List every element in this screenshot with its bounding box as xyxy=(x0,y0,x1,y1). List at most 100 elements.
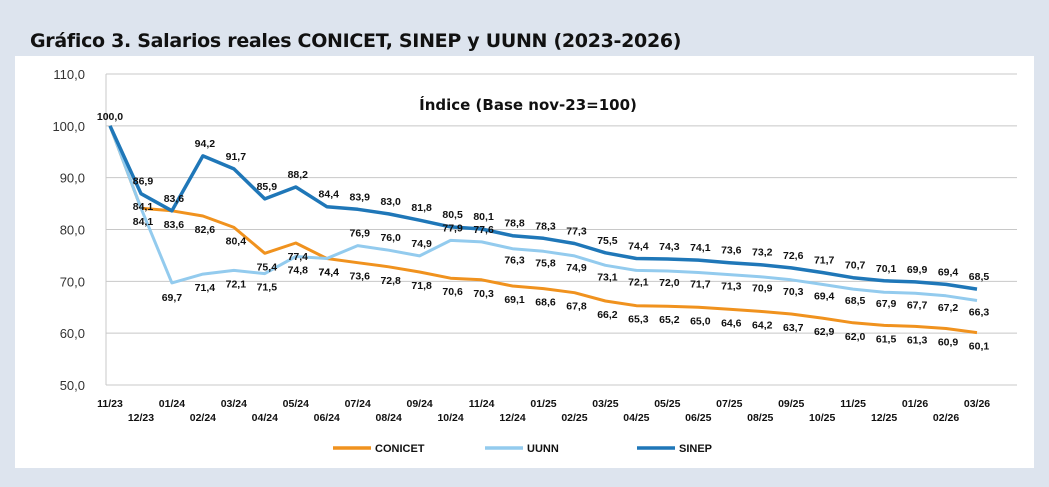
grid-lines xyxy=(105,73,1017,386)
x-tick-label: 02/26 xyxy=(933,412,959,424)
data-label-uunn: 76,0 xyxy=(380,232,401,244)
legend-label-conicet: CONICET xyxy=(375,443,425,455)
data-label-sinep: 77,3 xyxy=(566,225,587,237)
data-label-sinep: 78,8 xyxy=(504,218,525,230)
data-label-sinep: 73,6 xyxy=(721,245,742,257)
x-tick-label: 05/25 xyxy=(654,398,680,410)
data-label-sinep: 80,5 xyxy=(442,209,463,221)
data-label-sinep: 100,0 xyxy=(97,111,123,123)
data-label-sinep: 74,4 xyxy=(628,241,649,253)
data-label-conicet: 72,8 xyxy=(380,275,401,287)
data-label-uunn: 66,3 xyxy=(969,307,990,319)
data-label-uunn: 67,2 xyxy=(938,302,959,314)
series-line-conicet xyxy=(108,125,978,335)
data-label-conicet: 60,9 xyxy=(938,337,959,349)
data-label-uunn: 71,7 xyxy=(690,279,711,291)
y-tick-label: 90,0 xyxy=(60,171,85,186)
data-label-sinep: 86,9 xyxy=(133,176,154,188)
series-line-uunn xyxy=(108,125,978,302)
data-label-uunn: 70,3 xyxy=(783,286,804,298)
y-tick-label: 80,0 xyxy=(60,223,85,238)
x-tick-label: 04/24 xyxy=(252,412,278,424)
x-tick-label: 09/25 xyxy=(778,398,804,410)
data-label-conicet: 65,2 xyxy=(659,314,680,326)
data-labels: 100,0 86,9 84,1 84,1 83,6 83,6 69,7 94,2 82,6 71,… xyxy=(97,111,990,353)
x-tick-label: 01/25 xyxy=(530,398,556,410)
data-label-uunn: 70,9 xyxy=(752,283,773,295)
data-label-conicet: 83,6 xyxy=(164,219,185,231)
data-label-conicet: 69,1 xyxy=(504,294,525,306)
y-tick-label: 100,0 xyxy=(52,119,85,134)
data-label-sinep: 68,5 xyxy=(969,271,990,283)
data-label-uunn: 69,4 xyxy=(814,290,835,302)
x-tick-label: 08/25 xyxy=(747,412,773,424)
x-tick-label: 04/25 xyxy=(623,412,649,424)
data-label-conicet: 60,1 xyxy=(969,341,990,353)
data-label-conicet: 73,6 xyxy=(349,271,370,283)
data-label-sinep: 74,3 xyxy=(659,241,680,253)
data-label-conicet: 63,7 xyxy=(783,322,804,334)
x-tick-label: 02/24 xyxy=(190,412,216,424)
y-tick-label: 70,0 xyxy=(60,274,85,289)
data-label-conicet: 75,4 xyxy=(257,261,278,273)
data-label-uunn: 84,1 xyxy=(133,201,154,213)
data-label-uunn: 71,4 xyxy=(195,282,216,294)
y-axis-ticks: 50,0 60,0 70,0 80,0 90,0 100,0 110,0 xyxy=(52,67,85,393)
data-label-sinep: 72,6 xyxy=(783,250,804,262)
x-axis-ticks: 11/23 12/23 01/24 02/24 03/24 04/24 05/24 06/24… xyxy=(97,398,990,424)
data-label-sinep: 83,9 xyxy=(349,191,370,203)
x-tick-label: 10/24 xyxy=(437,412,463,424)
legend-label-uunn: UUNN xyxy=(527,443,559,455)
chart-subtitle: Índice (Base nov-23=100) xyxy=(419,95,637,114)
data-label-uunn: 75,8 xyxy=(535,257,556,269)
data-label-conicet: 82,6 xyxy=(195,224,216,236)
x-tick-label: 03/26 xyxy=(964,398,990,410)
data-label-conicet: 71,8 xyxy=(411,280,432,292)
series-line-sinep xyxy=(108,125,978,291)
data-label-sinep: 69,4 xyxy=(938,266,959,278)
x-tick-label: 06/24 xyxy=(314,412,340,424)
data-label-sinep: 83,6 xyxy=(164,193,185,205)
data-label-conicet: 70,6 xyxy=(442,286,463,298)
data-label-uunn: 72,0 xyxy=(659,277,680,289)
data-label-sinep: 69,9 xyxy=(907,264,928,276)
x-tick-label: 09/24 xyxy=(407,398,433,410)
data-label-sinep: 83,0 xyxy=(380,196,401,208)
data-label-uunn: 76,3 xyxy=(504,255,525,267)
data-label-sinep: 70,7 xyxy=(845,260,866,272)
data-label-uunn: 71,5 xyxy=(257,282,278,294)
x-tick-label: 11/25 xyxy=(840,398,866,410)
data-label-uunn: 67,9 xyxy=(876,298,897,310)
x-tick-label: 10/25 xyxy=(809,412,835,424)
x-tick-label: 12/24 xyxy=(499,412,525,424)
data-label-conicet: 80,4 xyxy=(226,235,247,247)
y-tick-label: 50,0 xyxy=(60,378,85,393)
x-tick-label: 12/23 xyxy=(128,412,154,424)
x-tick-label: 05/24 xyxy=(283,398,309,410)
data-label-sinep: 85,9 xyxy=(257,181,278,193)
data-label-conicet: 70,3 xyxy=(473,288,494,300)
data-label-conicet: 61,5 xyxy=(876,333,897,345)
legend-label-sinep: SINEP xyxy=(679,443,712,455)
data-label-uunn: 74,9 xyxy=(566,262,587,274)
data-label-conicet: 64,2 xyxy=(752,319,773,331)
data-label-sinep: 84,4 xyxy=(319,189,340,201)
data-label-uunn: 72,1 xyxy=(226,278,247,290)
data-label-sinep: 91,7 xyxy=(226,151,247,163)
data-label-conicet: 65,0 xyxy=(690,315,711,327)
data-label-sinep: 73,2 xyxy=(752,247,773,259)
x-tick-label: 02/25 xyxy=(561,412,587,424)
data-label-sinep: 78,3 xyxy=(535,220,556,232)
data-label-uunn: 68,5 xyxy=(845,295,866,307)
x-tick-label: 07/25 xyxy=(716,398,742,410)
data-label-sinep: 80,1 xyxy=(473,211,494,223)
data-label-sinep: 75,5 xyxy=(597,235,618,247)
data-label-sinep: 94,2 xyxy=(195,138,216,150)
data-label-conicet: 62,0 xyxy=(845,331,866,343)
data-label-uunn: 74,4 xyxy=(319,267,340,279)
data-label-sinep: 71,7 xyxy=(814,255,835,267)
data-label-uunn: 74,8 xyxy=(288,264,309,276)
data-label-uunn: 74,9 xyxy=(411,238,432,250)
data-label-sinep: 74,1 xyxy=(690,242,711,254)
x-tick-label: 06/25 xyxy=(685,412,711,424)
